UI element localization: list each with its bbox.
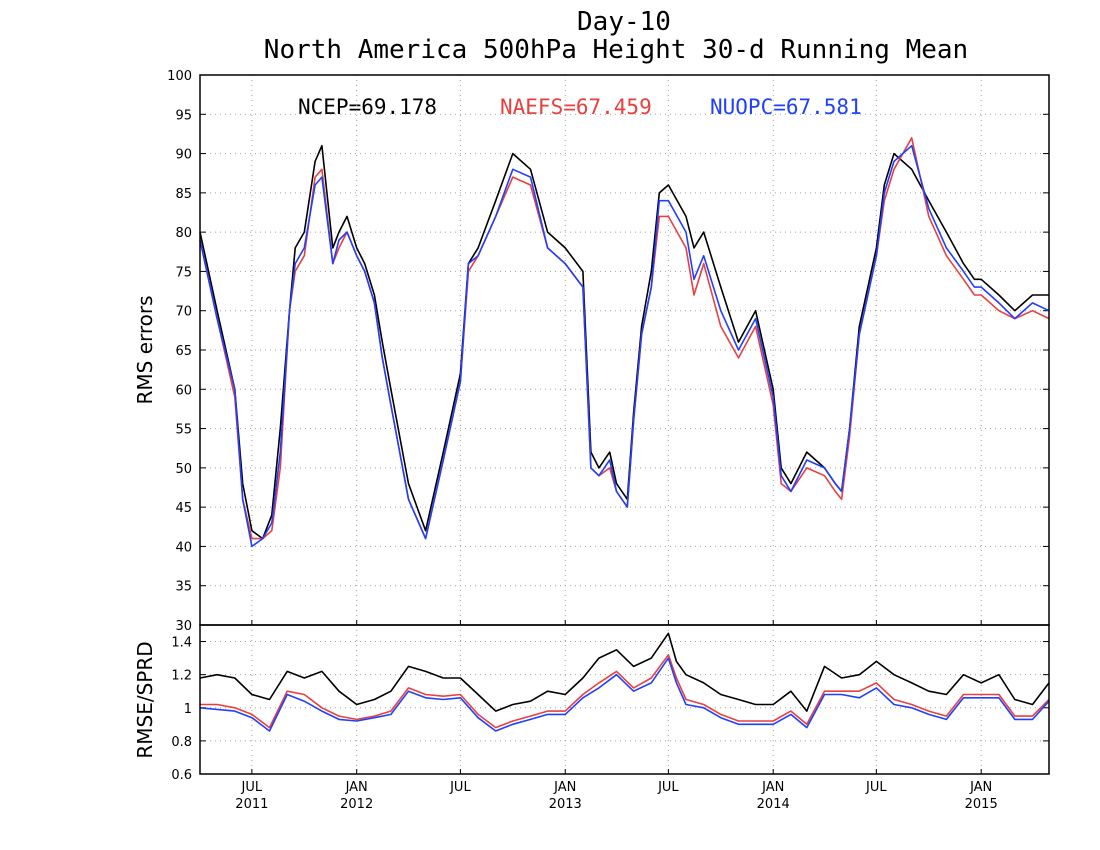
x-tick-month: JAN [553,780,576,795]
chart-subtitle: North America 500hPa Height 30-d Running… [264,35,968,65]
x-tick-month: JAN [969,780,992,795]
panel-1: 0.6 0.8 1 1.2 1.4 [171,624,1050,783]
top-panel-ylabel: RMS errors [133,295,157,404]
x-tick-year: 2012 [340,797,373,812]
x-tick-year: 2014 [757,797,790,812]
y-tick-label: 30 [175,619,192,634]
x-tick-month: JUL [241,780,263,795]
series-line-ncep [199,632,1050,712]
panel-0: 30 35 40 45 50 55 60 65 70 75 80 85 90 95 100 [167,69,1050,634]
y-tick-label: 0.8 [171,735,192,750]
x-tick-year: 2013 [549,797,582,812]
y-tick-label: 75 [175,265,192,280]
x-tick-year: 2011 [235,797,268,812]
y-tick-label: 70 [175,305,192,320]
y-tick-label: 85 [175,187,192,202]
x-tick-month: JUL [449,780,471,795]
y-tick-label: 50 [175,462,192,477]
y-tick-label: 35 [175,580,192,595]
plot-area: 30 35 40 45 50 55 60 65 70 75 80 85 90 95 100 0.6 0.8 1 1.… [167,69,1050,812]
y-tick-label: 55 [175,423,192,438]
x-tick-month: JUL [865,780,887,795]
x-tick-month: JAN [761,780,784,795]
series-line-naefs [200,653,1050,729]
legend-ncep: NCEP=69.178 [298,95,437,119]
panel-frame [199,74,1050,626]
y-tick-label: 80 [175,226,192,241]
x-tick-month: JAN [345,780,368,795]
legend-nuopc: NUOPC=67.581 [710,95,862,119]
y-tick-label: 95 [175,108,192,123]
y-tick-label: 65 [175,344,192,359]
x-tick-year: 2015 [965,797,998,812]
series-line-nuopc [199,144,1050,548]
y-tick-label: 1.4 [171,636,192,651]
y-tick-label: 1 [184,702,192,717]
y-tick-label: 40 [175,540,192,555]
y-tick-label: 100 [167,69,192,84]
bottom-panel-ylabel: RMSE/SPRD [133,641,157,758]
legend-naefs: NAEFS=67.459 [500,95,652,119]
panel-frame [199,624,1050,775]
y-tick-label: 0.6 [171,768,192,783]
chart-title: Day-10 [577,7,671,37]
series-line-nuopc [199,657,1050,732]
x-tick-month: JUL [657,780,679,795]
y-tick-label: 45 [175,501,192,516]
y-tick-label: 60 [175,383,192,398]
y-tick-label: 1.2 [171,669,192,684]
y-tick-label: 90 [175,148,192,163]
series-line-ncep [199,144,1049,540]
